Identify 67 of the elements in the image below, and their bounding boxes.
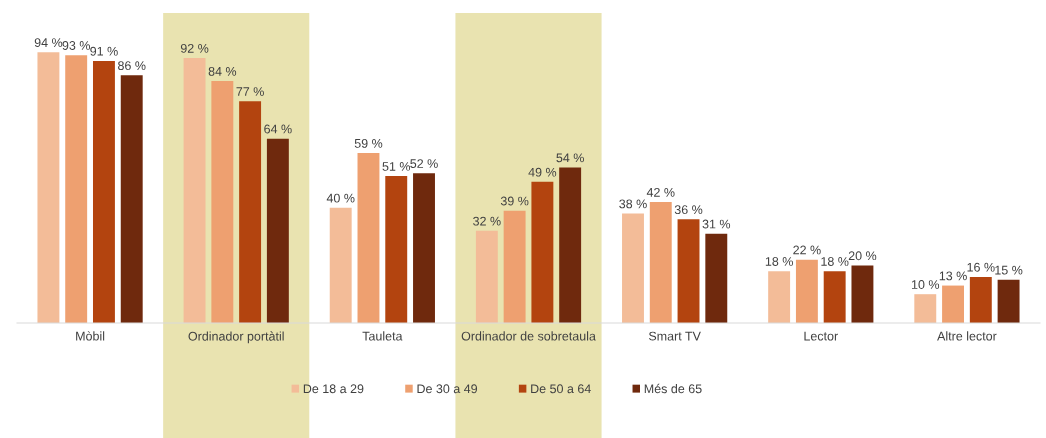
- data-label: 51 %: [382, 162, 411, 171]
- bar: [795, 259, 818, 323]
- bar: [997, 279, 1020, 323]
- bar: [705, 233, 728, 323]
- bar: [183, 58, 206, 323]
- bar: [385, 176, 408, 323]
- data-label: 31 %: [702, 219, 731, 229]
- data-label: 84 %: [208, 66, 237, 76]
- bar: [357, 153, 380, 323]
- bar: [622, 213, 644, 323]
- data-label: 77 %: [236, 87, 264, 96]
- legend-label: De 50 a 64: [531, 384, 591, 394]
- bar: [475, 230, 498, 323]
- data-label: 22 %: [793, 245, 821, 255]
- data-label: 42 %: [646, 187, 675, 197]
- bar: [969, 276, 992, 323]
- data-label: 94 %: [34, 38, 63, 48]
- bar: [211, 81, 234, 323]
- data-label: 93 %: [62, 41, 90, 50]
- data-label: 15 %: [995, 265, 1023, 275]
- bar: [851, 265, 874, 323]
- legend-label: Més de 65: [644, 383, 702, 394]
- bar: [92, 60, 115, 323]
- data-label: 10 %: [911, 280, 940, 289]
- data-label: 38 %: [619, 199, 647, 209]
- bar: [531, 181, 554, 323]
- data-label: 91 %: [90, 46, 118, 56]
- bar: [503, 210, 526, 323]
- bar: [559, 167, 582, 323]
- x-tick-label: Ordinador portàtil: [188, 331, 284, 344]
- data-label: 59 %: [354, 138, 383, 148]
- data-label: 13 %: [939, 271, 967, 281]
- bar: [768, 271, 791, 323]
- data-label: 92 %: [180, 43, 209, 53]
- data-label: 86 %: [118, 61, 146, 71]
- data-label: 20 %: [848, 251, 877, 261]
- x-tick-label: Altre lector: [937, 331, 997, 341]
- bar: [266, 138, 289, 323]
- data-label: 18 %: [821, 257, 849, 266]
- bar: [942, 285, 965, 323]
- data-label: 52 %: [410, 159, 438, 168]
- data-label: 64 %: [264, 124, 292, 134]
- data-label: 18 %: [765, 257, 793, 266]
- legend-label: De 18 a 29: [303, 384, 364, 394]
- bar: [914, 294, 937, 323]
- bar: [65, 55, 88, 323]
- x-tick-label: Smart TV: [648, 331, 701, 341]
- bar: [649, 202, 672, 323]
- bar: [677, 219, 700, 323]
- data-label: 40 %: [326, 193, 355, 203]
- data-label: 32 %: [473, 216, 501, 226]
- data-label: 54 %: [556, 153, 584, 163]
- data-label: 39 %: [500, 196, 529, 206]
- legend-label: De 30 a 49: [417, 384, 478, 394]
- bar: [823, 271, 846, 323]
- data-label: 36 %: [674, 205, 703, 215]
- bar: [413, 173, 435, 323]
- bar: [120, 75, 143, 323]
- x-tick-label: Ordinador de sobretaula: [461, 331, 596, 341]
- bar: [329, 207, 352, 323]
- bar: [37, 52, 60, 323]
- data-label: 49 %: [528, 167, 557, 177]
- data-label: 16 %: [967, 262, 995, 272]
- x-tick-label: Mòbil: [76, 331, 105, 341]
- x-tick-label: Lector: [804, 331, 838, 341]
- bar: [239, 101, 262, 323]
- x-tick-label: Tauleta: [362, 331, 403, 341]
